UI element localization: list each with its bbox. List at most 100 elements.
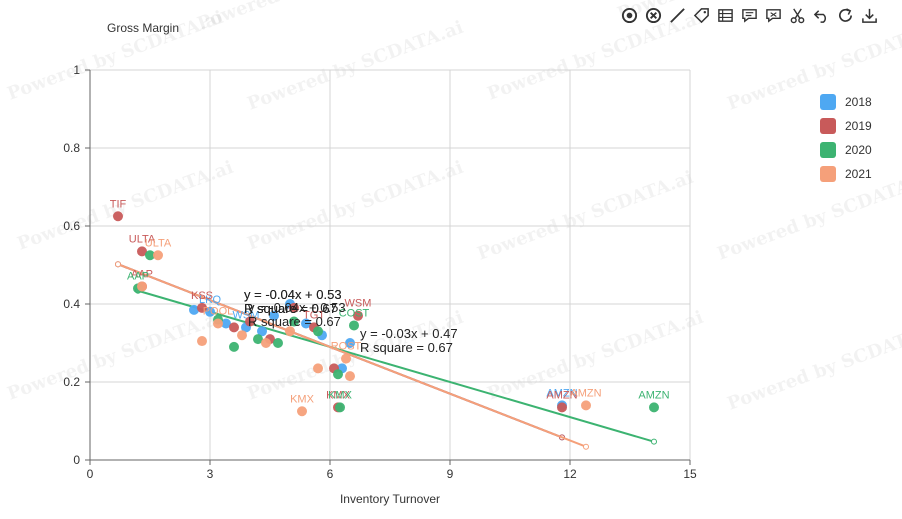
y-tick-label: 0.4 xyxy=(63,297,80,311)
point-label: LKQ xyxy=(199,294,221,306)
point-label: AMZN xyxy=(546,387,577,399)
legend-label: 2021 xyxy=(845,167,872,181)
data-point xyxy=(313,363,323,374)
data-point xyxy=(257,326,267,337)
data-point xyxy=(269,310,279,321)
watermark-text: Powered by SCDATA.ai xyxy=(475,167,697,265)
table-icon[interactable] xyxy=(714,4,736,26)
legend-label: 2018 xyxy=(845,95,872,109)
comment-icon[interactable] xyxy=(738,4,760,26)
trend-equation: y = -0.03x + 0.47 xyxy=(360,326,458,341)
legend-swatch xyxy=(820,118,836,134)
data-point xyxy=(197,302,207,313)
point-label: AMZN xyxy=(546,389,577,401)
data-point xyxy=(137,246,147,257)
data-point xyxy=(349,320,359,331)
point-label: AMZN xyxy=(638,389,669,401)
watermark-text: Powered by SCDATA.ai xyxy=(245,157,467,255)
point-label: COST xyxy=(339,307,370,319)
data-point xyxy=(245,316,255,327)
watermark-text: Powered by SCDATA.ai xyxy=(725,17,902,115)
data-point xyxy=(289,302,299,313)
close-circle-icon[interactable] xyxy=(642,4,664,26)
data-point xyxy=(229,341,239,352)
data-point xyxy=(335,402,345,413)
legend-swatch xyxy=(820,142,836,158)
data-point xyxy=(297,406,307,417)
y-tick-label: 0 xyxy=(73,453,80,467)
legend-item[interactable]: 2021 xyxy=(820,162,872,186)
refresh-icon[interactable] xyxy=(834,4,856,26)
legend-label: 2019 xyxy=(845,119,872,133)
data-point xyxy=(137,281,147,292)
trend-equation: y = -0.04x + 0.53 xyxy=(244,287,342,302)
point-label: POOL xyxy=(203,306,234,318)
point-label: TGT xyxy=(303,309,325,321)
point-label: KMX xyxy=(328,389,353,401)
watermark-text: Powered by SCDATA.ai xyxy=(245,17,467,115)
trend-r-square: R square = 0.67 xyxy=(360,340,453,355)
point-label: ROST xyxy=(331,341,362,353)
data-point xyxy=(153,250,163,261)
trend-equation: y = -0.04x + 0.53 xyxy=(248,300,346,315)
point-label: WSM xyxy=(345,298,372,310)
x-axis-title: Inventory Turnover xyxy=(340,492,440,506)
data-point xyxy=(273,338,283,348)
trend-r-square: R square = 0.67 xyxy=(244,301,337,316)
trend-r-square: R square = 0.67 xyxy=(244,301,337,316)
data-point xyxy=(581,400,591,411)
data-point xyxy=(313,326,323,337)
legend-item[interactable]: 2020 xyxy=(820,138,872,162)
data-point xyxy=(145,250,155,261)
x-tick-label: 9 xyxy=(447,467,454,481)
point-label: KSS xyxy=(191,290,213,302)
trend-start-marker xyxy=(115,261,121,268)
data-point xyxy=(557,402,567,413)
scissors-icon[interactable] xyxy=(786,4,808,26)
data-point xyxy=(261,338,271,348)
legend: 2018 2019 2020 2021 xyxy=(820,90,872,186)
data-point xyxy=(353,310,363,321)
download-icon[interactable] xyxy=(858,4,880,26)
trend-end-marker xyxy=(583,443,589,450)
y-tick-label: 0.2 xyxy=(63,375,80,389)
point-label: KMX xyxy=(290,393,315,405)
trend-equation: y = -0.04x + 0.53 xyxy=(244,287,342,302)
trend-end-marker xyxy=(651,438,657,445)
undo-icon[interactable] xyxy=(810,4,832,26)
crop-icon[interactable] xyxy=(762,4,784,26)
x-tick-label: 6 xyxy=(327,467,334,481)
y-tick-label: 0.8 xyxy=(63,141,80,155)
data-point xyxy=(649,402,659,413)
data-point xyxy=(285,326,295,337)
trend-line xyxy=(117,263,587,448)
point-label: TIF xyxy=(110,198,127,210)
watermark-text: Powered by SCDATA.ai xyxy=(725,317,902,415)
target-icon[interactable] xyxy=(618,4,640,26)
legend-swatch xyxy=(820,166,836,182)
data-point xyxy=(345,371,355,382)
data-point xyxy=(253,334,263,345)
tag-icon[interactable] xyxy=(690,4,712,26)
legend-label: 2020 xyxy=(845,143,872,157)
data-point xyxy=(197,336,207,347)
data-point xyxy=(189,304,199,315)
point-label: ULTA xyxy=(129,233,156,245)
data-point xyxy=(221,318,231,329)
data-point xyxy=(301,318,311,329)
data-point xyxy=(345,338,355,348)
data-point xyxy=(237,330,247,341)
point-label: AAP xyxy=(131,268,153,280)
legend-item[interactable]: 2019 xyxy=(820,114,872,138)
legend-item[interactable]: 2018 xyxy=(820,90,872,114)
x-tick-label: 15 xyxy=(683,467,697,481)
trend-r-square: R square = 0.67 xyxy=(248,314,341,329)
data-point xyxy=(341,353,351,364)
watermark-text: Powered by SCDATA.ai xyxy=(195,0,417,35)
data-point xyxy=(113,211,123,222)
watermark-text: Powered by SCDATA.ai xyxy=(5,307,227,405)
line-icon[interactable] xyxy=(666,4,688,26)
data-point xyxy=(205,306,215,317)
point-label: AAP xyxy=(127,270,149,282)
